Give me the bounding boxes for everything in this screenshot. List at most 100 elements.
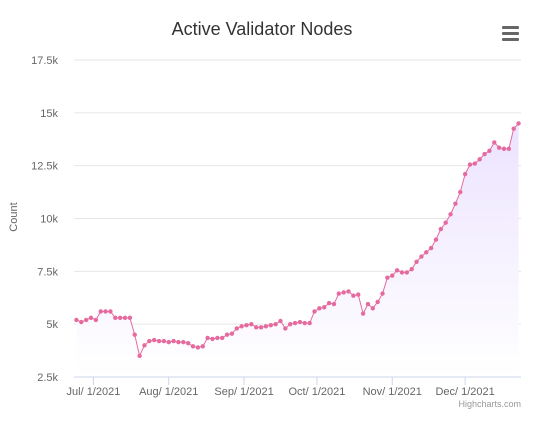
data-point[interactable] [482, 151, 487, 157]
data-point[interactable] [419, 254, 424, 259]
data-point[interactable] [409, 267, 414, 272]
data-point[interactable] [326, 300, 332, 306]
data-point[interactable] [462, 171, 468, 177]
data-point[interactable] [428, 245, 434, 251]
data-point[interactable] [132, 332, 137, 337]
area-fill [76, 123, 519, 378]
data-point[interactable] [292, 320, 298, 326]
data-point[interactable] [273, 321, 278, 327]
data-point[interactable] [181, 339, 186, 345]
data-point[interactable] [302, 320, 307, 326]
data-point[interactable] [365, 301, 371, 307]
data-point[interactable] [458, 189, 463, 195]
data-point[interactable] [98, 309, 103, 314]
data-point[interactable] [229, 331, 235, 336]
data-point[interactable] [307, 320, 312, 326]
data-point[interactable] [103, 309, 108, 314]
data-point[interactable] [108, 309, 113, 314]
data-point[interactable] [390, 273, 395, 278]
data-point[interactable] [210, 336, 215, 342]
data-point[interactable] [122, 315, 128, 321]
data-point[interactable] [380, 291, 385, 296]
x-tick-label: Nov/ 1/2021 [363, 386, 422, 398]
data-point[interactable] [331, 301, 337, 307]
data-point[interactable] [453, 201, 458, 206]
y-axis-label: Count [8, 202, 20, 231]
data-point[interactable] [239, 324, 244, 329]
data-point[interactable] [283, 326, 288, 331]
data-point[interactable] [487, 148, 492, 154]
data-point[interactable] [360, 311, 366, 316]
data-point[interactable] [448, 212, 453, 217]
data-point[interactable] [161, 338, 167, 344]
data-point[interactable] [399, 270, 405, 275]
data-point[interactable] [224, 332, 230, 337]
data-point[interactable] [433, 237, 439, 242]
data-point[interactable] [200, 344, 205, 349]
data-point[interactable] [346, 289, 351, 294]
data-point[interactable] [127, 315, 133, 321]
data-point[interactable] [83, 317, 89, 323]
data-point[interactable] [501, 146, 507, 151]
y-tick-label: 5k [46, 319, 58, 331]
data-point[interactable] [249, 321, 254, 327]
data-point[interactable] [263, 324, 269, 329]
data-point[interactable] [297, 319, 303, 325]
data-point[interactable] [322, 305, 327, 310]
data-point[interactable] [385, 275, 390, 280]
data-point[interactable] [424, 250, 429, 255]
data-point[interactable] [467, 162, 473, 167]
data-point[interactable] [156, 338, 162, 344]
data-point[interactable] [113, 315, 118, 321]
data-point[interactable] [219, 335, 225, 341]
data-point[interactable] [171, 338, 176, 344]
data-point[interactable] [414, 259, 419, 265]
data-point[interactable] [258, 325, 264, 330]
x-tick-label: Aug/ 1/2021 [139, 386, 198, 398]
data-point[interactable] [443, 220, 448, 225]
data-point[interactable] [356, 292, 361, 297]
data-point[interactable] [195, 345, 201, 350]
data-point[interactable] [506, 146, 512, 151]
data-point[interactable] [137, 353, 142, 359]
data-point[interactable] [496, 145, 502, 150]
data-point[interactable] [234, 326, 239, 331]
credits-link[interactable]: Highcharts.com [458, 399, 521, 409]
data-point[interactable] [492, 140, 497, 145]
data-point[interactable] [93, 317, 99, 323]
data-point[interactable] [472, 161, 478, 166]
data-point[interactable] [176, 339, 181, 345]
data-point[interactable] [117, 315, 123, 321]
data-point[interactable] [278, 318, 283, 324]
data-point[interactable] [79, 319, 84, 325]
data-point[interactable] [74, 317, 79, 323]
data-point[interactable] [438, 226, 444, 232]
data-point[interactable] [268, 323, 273, 328]
data-point[interactable] [375, 299, 380, 305]
data-point[interactable] [477, 157, 482, 162]
data-point[interactable] [404, 270, 410, 275]
data-point[interactable] [317, 306, 322, 311]
data-point[interactable] [341, 290, 346, 295]
x-tick-label: Jul/ 1/2021 [67, 386, 121, 398]
data-point[interactable] [254, 325, 259, 330]
data-point[interactable] [288, 321, 293, 327]
data-point[interactable] [394, 268, 400, 273]
data-point[interactable] [147, 338, 152, 344]
data-point[interactable] [185, 340, 191, 346]
data-point[interactable] [215, 335, 220, 341]
data-point[interactable] [151, 337, 157, 343]
data-point[interactable] [142, 343, 147, 348]
data-point[interactable] [205, 335, 210, 341]
data-point[interactable] [516, 121, 521, 126]
data-point[interactable] [370, 306, 376, 311]
data-point[interactable] [88, 315, 94, 321]
data-point[interactable] [190, 344, 196, 349]
data-point[interactable] [351, 293, 356, 298]
data-point[interactable] [244, 323, 249, 328]
menu-button[interactable] [498, 22, 524, 44]
data-point[interactable] [312, 309, 317, 314]
data-point[interactable] [336, 291, 341, 296]
data-point[interactable] [166, 339, 171, 345]
data-point[interactable] [511, 126, 516, 131]
